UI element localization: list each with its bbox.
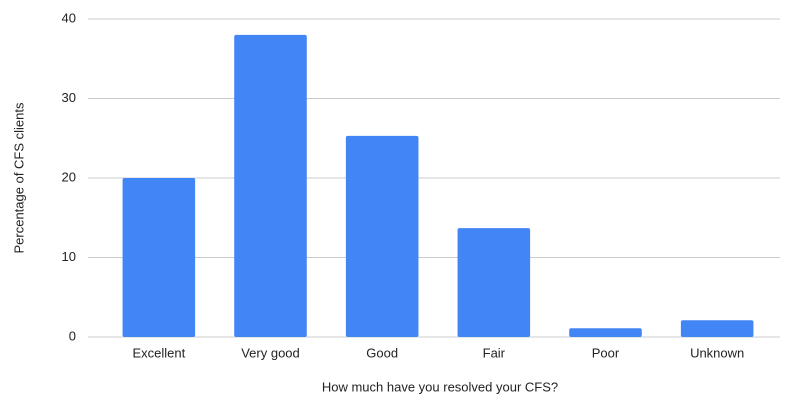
x-tick-label: Poor (592, 345, 620, 360)
bar (569, 328, 642, 337)
bar (122, 178, 196, 337)
y-tick-label: 40 (62, 10, 76, 25)
y-tick-label: 0 (69, 328, 76, 343)
x-tick-label: Fair (483, 345, 506, 360)
bar (345, 135, 419, 337)
bar (234, 34, 307, 338)
x-tick-label: Excellent (132, 345, 185, 360)
bar (457, 228, 531, 337)
x-tick-label: Good (366, 345, 398, 360)
x-axis-title: How much have you resolved your CFS? (322, 379, 558, 394)
x-tick-label: Unknown (690, 345, 744, 360)
y-axis-title: Percentage of CFS clients (11, 102, 26, 254)
bar (680, 320, 754, 337)
y-tick-label: 30 (62, 90, 76, 105)
y-tick-label: 20 (62, 169, 76, 184)
x-tick-label: Very good (241, 345, 300, 360)
y-tick-label: 10 (62, 249, 76, 264)
